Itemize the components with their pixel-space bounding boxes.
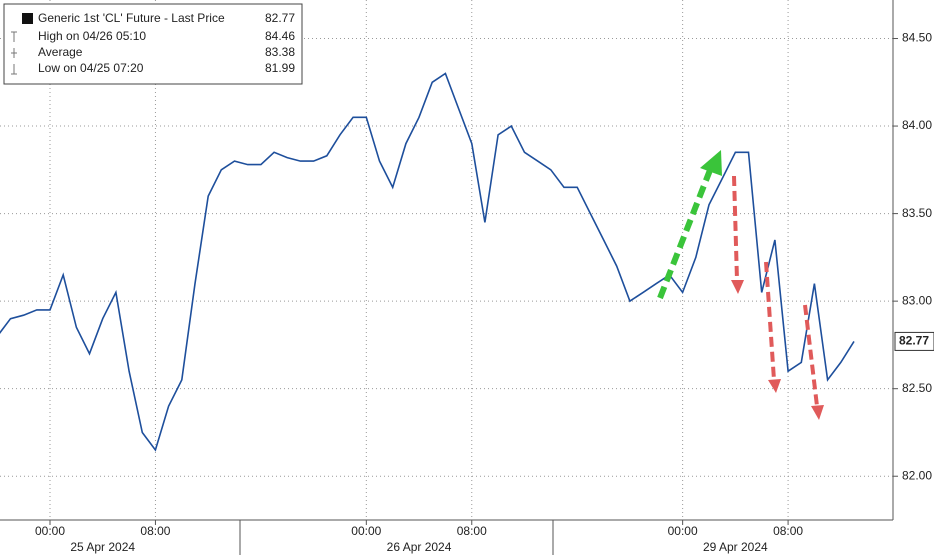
axes: 82.00 82.50 83.00 83.50 84.00 84.50 00:00 08:00… <box>35 31 934 554</box>
y-tick-label: 83.00 <box>902 293 932 307</box>
last-price-tag <box>894 331 934 351</box>
arrow-head <box>731 280 744 294</box>
down-arrow <box>764 261 776 381</box>
legend-value: 84.46 <box>265 29 295 43</box>
annotations <box>657 150 824 420</box>
x-tick-label: 08:00 <box>140 524 170 538</box>
legend-value: 81.99 <box>265 61 295 75</box>
legend-title: Generic 1st 'CL' Future - Last Price <box>38 11 225 25</box>
legend-icons <box>11 31 17 75</box>
arrow-head <box>700 150 722 176</box>
y-tick-label: 82.50 <box>902 381 932 395</box>
down-arrow <box>732 175 739 281</box>
y-tick-label: 84.50 <box>902 31 932 45</box>
legend-value: 82.77 <box>265 11 295 25</box>
arrow-head <box>811 405 824 420</box>
y-tick-label: 83.50 <box>902 206 932 220</box>
y-tick-label: 84.00 <box>902 118 932 132</box>
date-label: 29 Apr 2024 <box>703 540 768 554</box>
x-tick-label: 00:00 <box>668 524 698 538</box>
x-tick-label: 08:00 <box>457 524 487 538</box>
legend-swatch <box>22 13 33 24</box>
legend-value: 83.38 <box>265 45 295 59</box>
date-label: 25 Apr 2024 <box>70 540 135 554</box>
legend: Generic 1st 'CL' Future - Last Price 82.… <box>3 3 303 85</box>
y-tick-label: 82.00 <box>902 468 932 482</box>
arrow-head <box>768 379 781 393</box>
legend-label: High on 04/26 05:10 <box>38 29 146 43</box>
legend-label: Low on 04/25 07:20 <box>38 61 144 75</box>
legend-box <box>3 3 303 85</box>
legend-label: Average <box>38 45 83 59</box>
price-line <box>0 72 855 452</box>
up-arrow <box>657 163 715 300</box>
plot <box>0 72 855 452</box>
date-label: 26 Apr 2024 <box>387 540 452 554</box>
last-price-label: 82.77 <box>899 334 929 348</box>
down-arrow <box>803 304 819 407</box>
x-tick-label: 00:00 <box>35 524 65 538</box>
x-tick-label: 00:00 <box>351 524 381 538</box>
x-tick-label: 08:00 <box>773 524 803 538</box>
